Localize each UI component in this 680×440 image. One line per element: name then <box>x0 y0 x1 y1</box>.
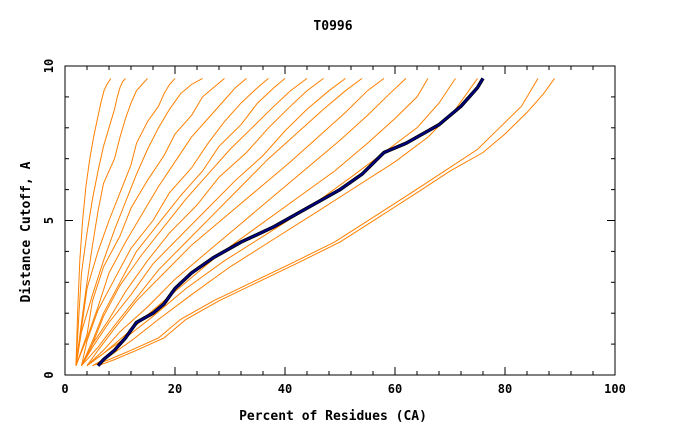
model-line-model-i <box>81 77 346 366</box>
model-line-model-o <box>75 78 225 366</box>
model-line-best-model-a <box>97 78 555 367</box>
y-tick-label: 5 <box>42 217 56 224</box>
plot-area <box>75 77 555 367</box>
chart-title: T0996 <box>313 19 352 34</box>
x-tick-label: 40 <box>278 382 292 396</box>
y-tick-label: 10 <box>42 59 56 73</box>
x-tick-label: 60 <box>388 382 402 396</box>
model-line-model-c <box>92 78 478 367</box>
x-tick-label: 80 <box>498 382 512 396</box>
model-line-model-j <box>81 77 324 366</box>
model-line-model-s <box>75 78 126 366</box>
model-line-model-d <box>86 78 456 367</box>
model-line-model-k <box>81 77 308 366</box>
model-line-model-m <box>81 78 269 366</box>
model-line-model-r <box>75 78 148 366</box>
model-line-model-p <box>75 77 203 366</box>
x-tick-label: 100 <box>604 382 626 396</box>
x-axis-label: Percent of Residues (CA) <box>239 409 427 424</box>
model-line-model-l <box>81 78 286 366</box>
model-line-model-n <box>75 78 247 366</box>
x-tick-label: 0 <box>61 382 68 396</box>
model-line-model-h <box>81 77 363 367</box>
model-line-model-q <box>75 78 176 366</box>
highlighted-model-shadow <box>96 77 485 367</box>
y-tick-label: 0 <box>42 371 56 378</box>
model-line-model-e <box>86 78 429 367</box>
x-tick-label: 20 <box>168 382 182 396</box>
y-axis-label: Distance Cutoff, A <box>19 161 34 302</box>
model-line-best-model-b <box>92 78 539 367</box>
model-line-model-f <box>86 78 407 367</box>
model-line-model-t <box>75 78 112 366</box>
highlighted-model-line <box>97 77 484 367</box>
axis-ticks: 0 20 40 60 80 100 0 5 10 <box>42 59 626 396</box>
model-line-model-g <box>86 77 385 366</box>
